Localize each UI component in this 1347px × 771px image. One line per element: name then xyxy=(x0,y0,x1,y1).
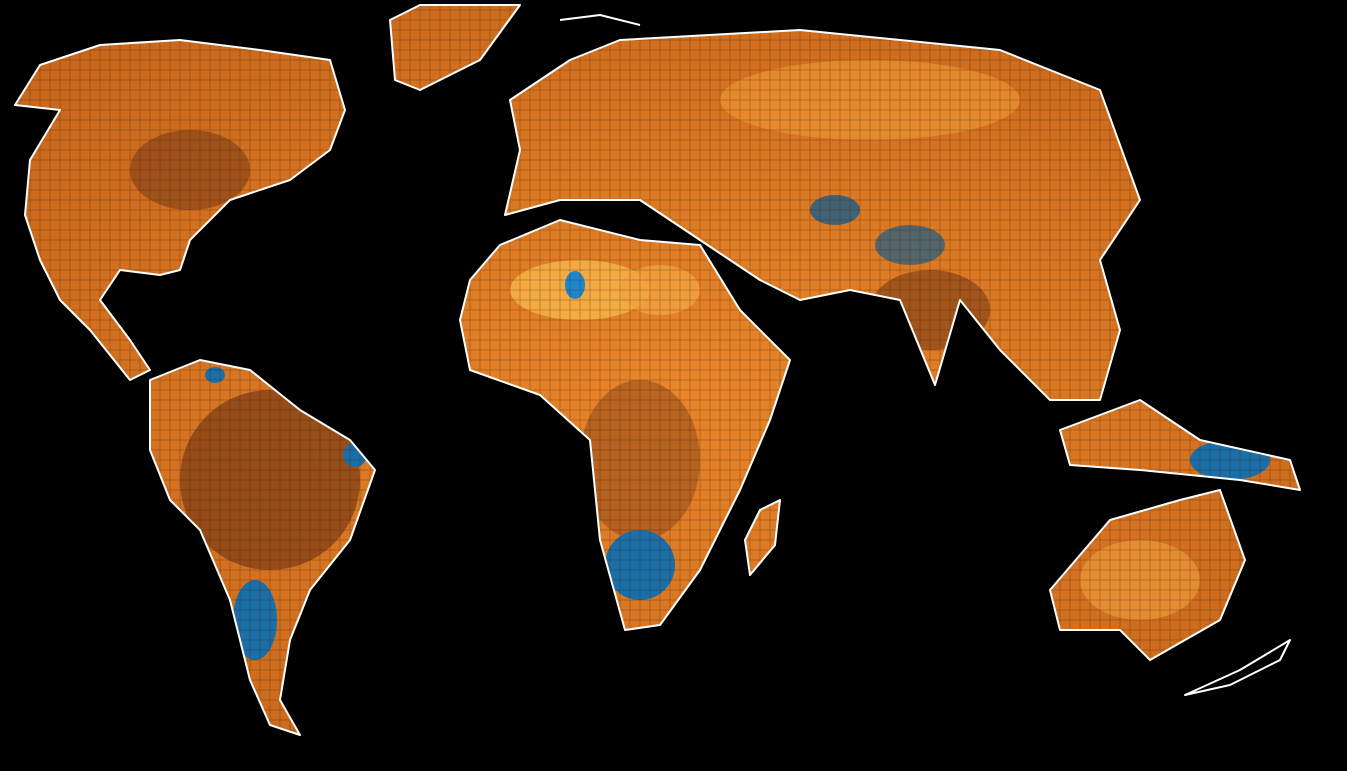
north-america xyxy=(14,39,346,381)
africa xyxy=(459,219,791,631)
australia xyxy=(1049,489,1246,661)
southeast-asia-islands xyxy=(1059,399,1301,491)
south-america xyxy=(149,359,376,736)
new-zealand xyxy=(1184,639,1291,696)
arctic-islands xyxy=(559,14,641,26)
eurasia xyxy=(504,29,1141,401)
greenland xyxy=(389,4,521,91)
coastlines xyxy=(14,4,1301,736)
madagascar xyxy=(744,499,781,576)
